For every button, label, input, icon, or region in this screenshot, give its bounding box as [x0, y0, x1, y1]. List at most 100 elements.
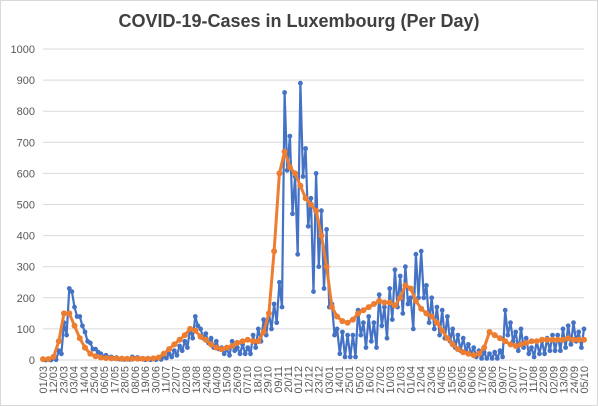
series-0-point [376, 292, 382, 298]
series-0-point [371, 320, 377, 326]
series-0-point [72, 304, 77, 310]
series-1-point [570, 336, 577, 343]
series-0-point [418, 248, 424, 254]
y-tick-label: 200 [17, 293, 35, 305]
x-tick-label: 05/10 [579, 366, 591, 394]
series-0-point [382, 304, 387, 310]
series-1-point [103, 355, 109, 362]
series-0-point [350, 332, 356, 338]
y-tick-label: 800 [17, 106, 35, 118]
series-1-point [208, 341, 215, 348]
series-0-point [531, 354, 537, 360]
series-0-point [403, 264, 408, 270]
series-0-point [255, 326, 261, 332]
series-0-point [552, 348, 558, 354]
series-0-point [439, 307, 445, 313]
series-0-point [518, 326, 524, 332]
series-1-point [344, 319, 351, 326]
series-1-point [82, 344, 88, 351]
series-0-point [505, 332, 511, 338]
series-0-point [410, 326, 416, 332]
x-tick-label: 31/07 [518, 366, 530, 394]
y-tick-label: 300 [17, 262, 35, 274]
series-0-point [321, 286, 327, 291]
series-1-point [412, 297, 419, 304]
series-0-point [303, 146, 308, 151]
series-1-point [486, 329, 493, 335]
series-0-point [576, 329, 582, 335]
series-1-point [323, 263, 330, 270]
series-1-point [129, 355, 136, 362]
series-0-point [413, 251, 419, 257]
series-1-point [507, 341, 514, 348]
series-0-point [229, 338, 235, 344]
series-1-point [276, 170, 283, 177]
series-group [40, 80, 587, 363]
series-1-point [244, 336, 251, 343]
series-1-point [360, 307, 367, 314]
series-0-point [489, 356, 495, 361]
x-tick-label: 01/04 [405, 366, 417, 394]
series-0-point [431, 326, 437, 332]
series-1-point [55, 338, 62, 345]
y-tick-label: 500 [17, 200, 35, 212]
series-0-point [334, 326, 340, 332]
series-0-point [164, 355, 169, 361]
x-tick-label: 19/06 [140, 366, 152, 394]
x-tick-label: 15/05 [446, 366, 458, 394]
series-0-point [242, 351, 248, 357]
x-tick-label: 11/07 [160, 366, 172, 393]
series-1-point [265, 310, 272, 317]
series-1-point [197, 333, 204, 340]
series-0-point [174, 352, 180, 358]
series-0-point [271, 301, 277, 307]
series-1-point [407, 285, 414, 292]
series-1-point [349, 316, 356, 323]
series-1-point [428, 313, 435, 320]
series-1-point [297, 182, 304, 189]
series-0-point [500, 354, 505, 360]
series-0-point [300, 174, 306, 179]
series-1-point [45, 356, 52, 363]
x-tick-label: 12/03 [48, 366, 60, 394]
series-1-point [365, 304, 372, 311]
x-tick-label: 22/07 [171, 366, 183, 394]
series-0-point [487, 351, 492, 357]
series-1-point [481, 344, 488, 351]
series-0-point [192, 314, 198, 319]
y-tick-label: 1000 [11, 44, 35, 56]
series-0-point [179, 348, 185, 354]
series-0-point [450, 326, 456, 332]
x-tick-label: 12/04 [416, 366, 428, 394]
series-0-point [248, 351, 253, 357]
series-0-point [421, 295, 427, 301]
series-1-point [124, 355, 130, 362]
series-0-point [558, 348, 563, 354]
series-0-point [308, 195, 314, 201]
x-tick-label: 22/08 [538, 366, 550, 394]
series-1-point [439, 327, 446, 334]
series-1-point [40, 356, 46, 363]
series-1-point [523, 339, 530, 346]
series-1-point [181, 332, 188, 339]
series-0-point [445, 314, 450, 319]
series-1-point [108, 355, 115, 362]
series-1-point [118, 355, 125, 362]
series-1-point [454, 346, 461, 353]
series-1-point [66, 310, 73, 317]
x-tick-label: 26/09 [232, 366, 244, 394]
series-1-point [113, 355, 120, 362]
series-1-point [512, 343, 519, 349]
x-tick-label: 13/09 [559, 366, 571, 394]
x-tick-label: 28/05 [120, 366, 132, 394]
series-1-point [391, 302, 398, 309]
series-1-point [218, 346, 225, 353]
series-0-point [515, 348, 521, 354]
chart-title: COVID-19-Cases in Luxembourg (Per Day) [118, 11, 480, 31]
series-0-point [221, 351, 227, 357]
series-0-point [208, 335, 214, 341]
series-0-point [555, 332, 561, 338]
x-tick-label: 04/09 [212, 366, 224, 394]
series-1-point [97, 354, 104, 361]
x-tick-label: 03/04 [69, 366, 81, 394]
